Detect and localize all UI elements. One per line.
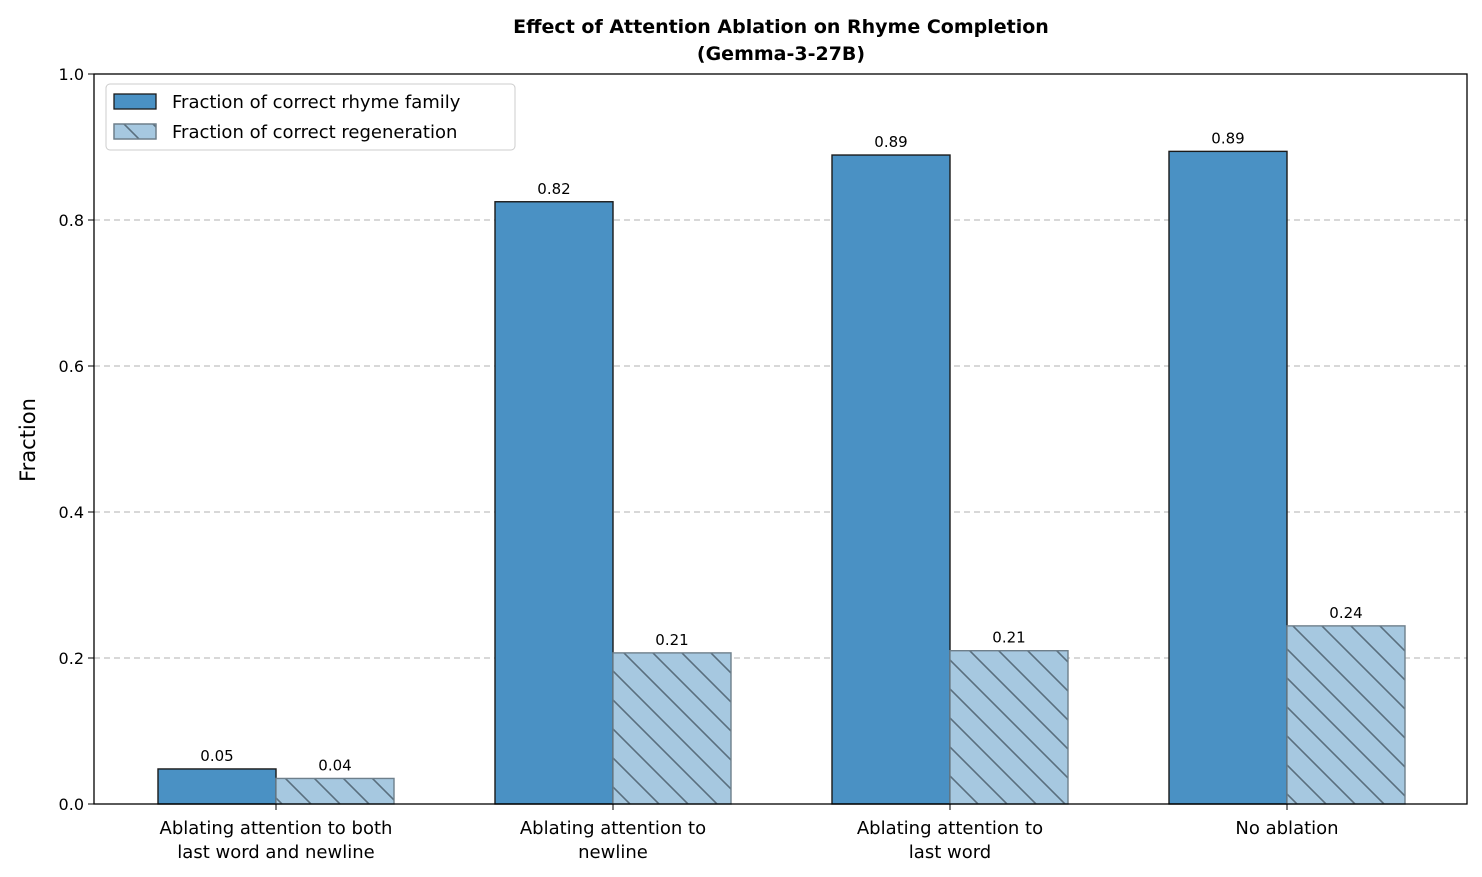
- bar-regeneration: [1286, 625, 1406, 805]
- bar-regeneration: [612, 652, 732, 805]
- bar-rhyme-family: [1168, 150, 1288, 805]
- bar-regeneration: [949, 650, 1069, 805]
- bar-regeneration: [275, 777, 395, 805]
- plot-frame: [93, 73, 1468, 805]
- legend-label-rhyme-family: Fraction of correct rhyme family: [172, 92, 461, 113]
- data-label: 0.82: [537, 180, 570, 198]
- data-label: 0.89: [1211, 129, 1244, 147]
- x-tick-label: newline: [578, 842, 648, 863]
- x-tick-label: Ablating attention to both: [160, 818, 393, 839]
- legend-swatch-rhyme-family: [113, 93, 157, 110]
- x-tick-label: last word and newline: [177, 842, 374, 863]
- bar-rhyme-family: [831, 154, 951, 805]
- bar-rhyme-family: [157, 768, 277, 805]
- y-tick-label: 0.4: [59, 503, 84, 522]
- data-label: 0.21: [655, 631, 688, 649]
- x-tick-label: Ablating attention to: [520, 818, 706, 839]
- data-label: 0.05: [200, 747, 233, 765]
- legend-label-regeneration: Fraction of correct regeneration: [172, 122, 457, 143]
- x-tick-label: Ablating attention to: [857, 818, 1043, 839]
- chart-subtitle: (Gemma-3-27B): [697, 43, 865, 65]
- y-axis-label: Fraction: [16, 398, 40, 482]
- legend: Fraction of correct rhyme family Fractio…: [105, 83, 516, 151]
- data-label: 0.04: [318, 756, 351, 774]
- data-label: 0.21: [992, 629, 1025, 647]
- chart-title: Effect of Attention Ablation on Rhyme Co…: [513, 16, 1049, 38]
- y-tick-label: 0.8: [59, 211, 84, 230]
- x-tick-label: last word: [909, 842, 991, 863]
- y-tick-label: 0.0: [59, 795, 84, 814]
- y-tick-label: 0.2: [59, 649, 84, 668]
- legend-swatch-regeneration: [113, 123, 157, 140]
- data-label: 0.24: [1329, 604, 1362, 622]
- y-tick-label: 0.6: [59, 357, 84, 376]
- bar-rhyme-family: [494, 201, 614, 805]
- data-label: 0.89: [874, 133, 907, 151]
- y-tick-label: 1.0: [59, 65, 84, 84]
- x-tick-label: No ablation: [1235, 818, 1338, 839]
